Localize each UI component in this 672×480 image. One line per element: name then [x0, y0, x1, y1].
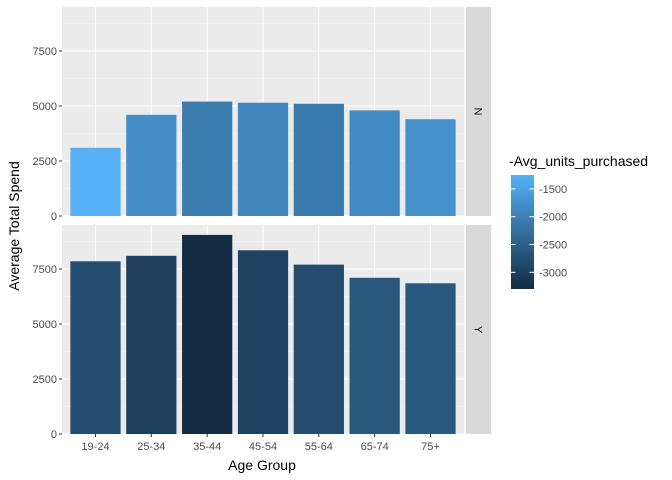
- bar-N-25-34: [126, 114, 177, 216]
- y-tick-label: 5000: [33, 319, 57, 331]
- x-tick-label: 65-74: [361, 441, 389, 453]
- facet-panels: 0 2500 5000 7500 N 0 2500 5000 7500 Y: [33, 7, 491, 441]
- legend-ticks: -1500 -2000 -2500 -3000: [511, 184, 567, 279]
- x-axis: 19-24 25-34 35-44 45-54 55-64 65-74 75+: [81, 434, 440, 453]
- legend-tick-label: -2500: [539, 240, 567, 252]
- legend: -Avg_units_purchased -1500 -2000 -2500 -300…: [509, 153, 648, 289]
- bar-Y-25-34: [126, 255, 177, 434]
- y-axis-title: Average Total Spend: [6, 161, 22, 290]
- facet-strip-label: N: [472, 108, 484, 116]
- legend-tick-label: -2000: [539, 212, 567, 224]
- bar-N-45-54: [237, 102, 289, 216]
- x-tick-label: 35-44: [193, 441, 221, 453]
- x-tick-label: 55-64: [305, 441, 333, 453]
- bar-Y-55-64: [293, 264, 344, 434]
- y-tick-label: 7500: [33, 264, 57, 276]
- y-tick-label: 2500: [33, 156, 57, 168]
- x-axis-title: Age Group: [228, 457, 296, 473]
- y-tick-label: 0: [51, 429, 57, 441]
- bar-Y-35-44: [182, 234, 233, 434]
- facet-strip: [466, 7, 491, 216]
- y-tick-label: 5000: [33, 101, 57, 113]
- y-tick-label: 7500: [33, 46, 57, 58]
- facet-strip-label: Y: [472, 326, 484, 334]
- facet-strip: [466, 225, 491, 434]
- legend-tick-label: -1500: [539, 184, 567, 196]
- y-tick-label: 2500: [33, 374, 57, 386]
- x-tick-label: 19-24: [81, 441, 109, 453]
- x-tick-label: 25-34: [137, 441, 165, 453]
- bar-N-19-24: [70, 147, 121, 216]
- y-tick-label: 0: [51, 211, 57, 223]
- bar-N-65-74: [349, 110, 400, 216]
- x-tick-label: 75+: [421, 441, 440, 453]
- legend-colorbar: [511, 175, 534, 289]
- bar-N-55-64: [293, 103, 344, 216]
- facet-panel-N: 0 2500 5000 7500 N: [33, 7, 491, 223]
- x-tick-label: 45-54: [249, 441, 277, 453]
- legend-title: -Avg_units_purchased: [509, 153, 648, 169]
- bar-N-35-44: [182, 101, 233, 216]
- legend-tick-label: -3000: [539, 267, 567, 279]
- bar-Y-45-54: [237, 250, 289, 434]
- facet-panel-Y: 0 2500 5000 7500 Y: [33, 225, 491, 441]
- bar-Y-65-74: [349, 277, 400, 434]
- bar-Y-75+: [405, 283, 456, 434]
- bar-Y-19-24: [70, 261, 121, 434]
- bar-N-75+: [405, 119, 456, 216]
